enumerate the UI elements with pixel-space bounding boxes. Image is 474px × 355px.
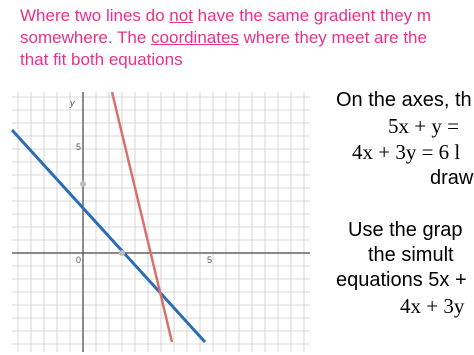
text: draw [430,167,474,189]
text: On the axes, th [336,89,472,111]
header-line: somewhere. The coordinates where they me… [20,28,427,48]
grid [12,92,310,352]
text: where they meet are the [238,28,427,47]
text: Use the grap [348,219,463,241]
equation: 4x + 3y [400,294,465,318]
line-blue [10,128,207,344]
text: Where two lines do [20,6,170,25]
equation: 4x + 3y = 6 l [352,140,461,164]
text: somewhere. The [20,28,152,47]
tick-label: 0 [76,255,81,265]
point [119,250,125,256]
tick-label: 5 [207,255,212,265]
header-line: Where two lines do not have the same gra… [20,6,431,26]
graph: y 5 0 5 [10,92,310,352]
axis-label: y [69,98,75,108]
point [80,181,86,187]
text: equations 5x + [336,269,467,291]
text: have the same gradient they m [192,6,432,25]
line-red [110,92,174,343]
text: the simult [368,244,454,266]
tick-label: 5 [76,142,81,152]
header-line: that fit both equations [20,50,183,69]
emphasis: not [169,6,193,25]
equation: 5x + y = [388,114,459,138]
emphasis: coordinates [151,28,239,47]
